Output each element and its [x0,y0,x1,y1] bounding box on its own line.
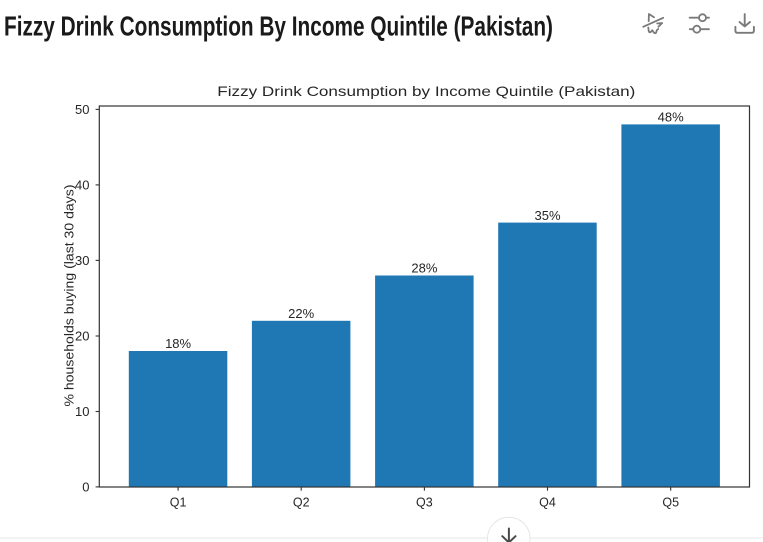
svg-text:50: 50 [75,102,89,117]
svg-text:Q3: Q3 [416,495,433,509]
svg-text:40: 40 [75,178,89,193]
svg-text:0: 0 [82,480,89,495]
svg-text:Q4: Q4 [539,495,556,509]
svg-text:28%: 28% [411,261,437,276]
svg-text:35%: 35% [534,208,560,223]
svg-text:48%: 48% [658,110,684,125]
svg-text:Q5: Q5 [662,495,679,509]
svg-text:Fizzy Drink Consumption By Inc: Fizzy Drink Consumption By Income Quinti… [4,11,553,42]
svg-text:22%: 22% [288,306,314,321]
svg-text:18%: 18% [165,336,191,351]
svg-text:Q1: Q1 [170,495,187,509]
svg-text:Fizzy Drink Consumption by Inc: Fizzy Drink Consumption by Income Quinti… [217,83,635,99]
svg-text:10: 10 [75,404,89,419]
svg-text:20: 20 [75,329,89,344]
svg-text:Q2: Q2 [293,495,310,509]
svg-text:30: 30 [75,253,89,268]
svg-text:% households buying (last 30 d: % households buying (last 30 days) [63,185,77,407]
